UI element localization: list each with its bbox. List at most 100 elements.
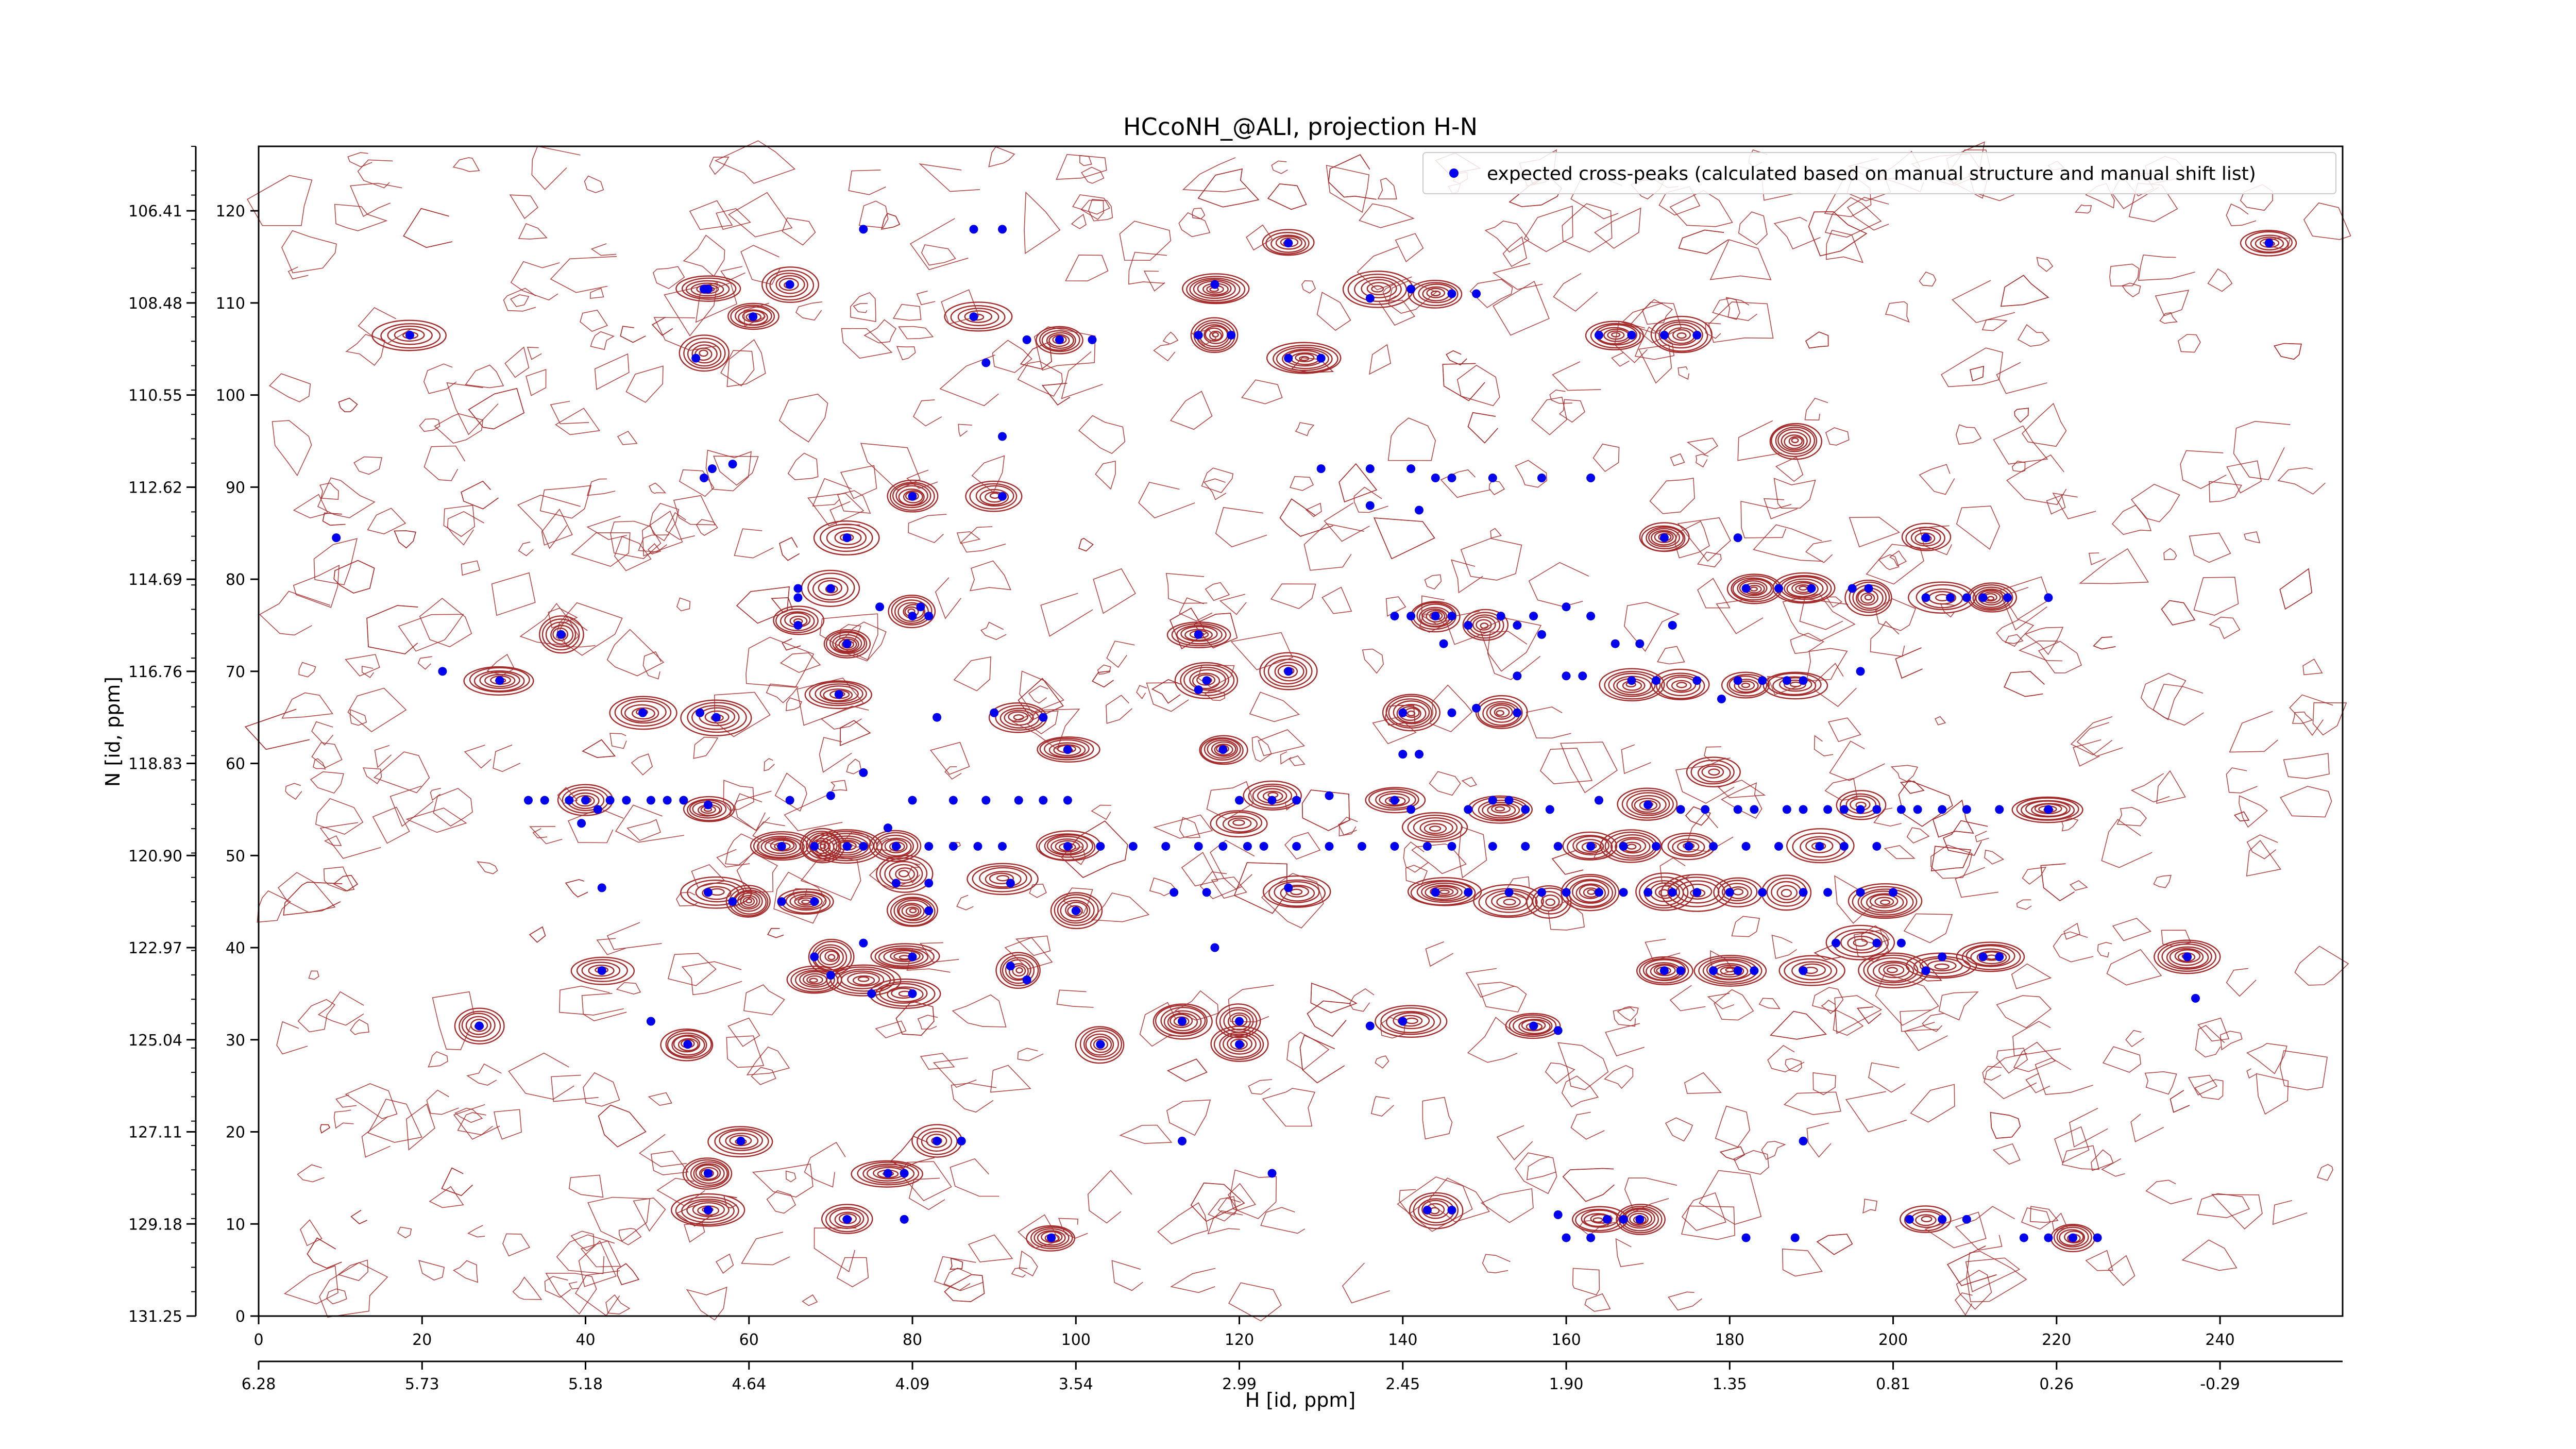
noise-contour [610, 520, 662, 559]
noise-contour [1613, 1007, 1636, 1027]
peak-contour [1495, 806, 1505, 812]
peak-contour [1413, 282, 1459, 307]
noise-contour [2116, 807, 2147, 827]
noise-contour [2052, 493, 2096, 519]
noise-contour [2108, 1255, 2136, 1286]
noise-contour [2279, 568, 2313, 610]
peak-contour [898, 870, 909, 878]
peak-contour [985, 871, 1022, 888]
peak-contour [1651, 668, 1710, 700]
cross-peak-point [859, 841, 868, 851]
peak-contour [394, 328, 425, 342]
noise-contour [586, 478, 616, 496]
peak-contour [1393, 700, 1430, 724]
cross-peak-point [1627, 330, 1636, 340]
peak-contour [1781, 431, 1808, 451]
x2-tick-label: 6.28 [242, 1375, 276, 1393]
peak-contour [1430, 886, 1459, 898]
noise-contour [2038, 641, 2082, 673]
noise-contour [247, 175, 313, 226]
peak-contour [1987, 596, 1995, 601]
cross-peak-point [924, 906, 934, 916]
noise-contour [633, 1198, 666, 1232]
noise-contour [2292, 711, 2313, 724]
peak-contour [581, 962, 621, 980]
noise-contour [531, 145, 581, 190]
cross-peak-point [1668, 888, 1677, 897]
cross-peak-point [1872, 805, 1882, 814]
cross-peak-point [1267, 1169, 1277, 1178]
noise-contour [956, 895, 974, 911]
noise-contour [1895, 647, 1923, 679]
noise-contour [1199, 871, 1242, 900]
noise-contour [283, 1265, 338, 1305]
peak-contour [2255, 237, 2284, 251]
peak-contour [1033, 1228, 1070, 1248]
peak-contour [874, 945, 935, 968]
noise-contour [1011, 1267, 1027, 1278]
peak-contour [1592, 1217, 1603, 1223]
noise-contour [934, 1256, 984, 1291]
peak-contour [1849, 581, 1890, 613]
cross-peak-point [597, 966, 606, 975]
noise-contour [802, 1294, 818, 1306]
noise-contour [580, 1240, 621, 1268]
noise-contour [625, 365, 664, 403]
noise-contour [1305, 502, 1322, 517]
peak-contour [1934, 963, 1950, 970]
cross-peak-point [973, 841, 982, 851]
noise-contour [406, 1103, 435, 1151]
peak-contour [1204, 738, 1241, 761]
x-axis: 0 20 40 60 80 100 120 140 160 180 200 220 240 [253, 1316, 2235, 1349]
noise-contour [1684, 1072, 1722, 1094]
noise-contour [1857, 1006, 1882, 1024]
noise-contour [950, 1158, 999, 1197]
x-tick-label: 20 [412, 1331, 432, 1349]
cross-peak-point [948, 796, 958, 805]
cross-peak-point [998, 492, 1007, 501]
noise-contour [1487, 631, 1541, 680]
chart-title: HCcoNH_@ALI, projection H-N [1123, 113, 1478, 141]
noise-contour [2063, 922, 2080, 940]
peak-contour [1347, 274, 1407, 305]
cross-peak-point [933, 1136, 942, 1145]
noise-contour [652, 266, 685, 290]
noise-contour [736, 586, 790, 624]
noise-contour [1095, 461, 1116, 490]
peak-contour [1160, 1007, 1206, 1035]
x-tick-label: 120 [1225, 1331, 1254, 1349]
peak-contour [1410, 880, 1476, 906]
noise-contour [1773, 216, 1821, 250]
peak-contour [1874, 897, 1894, 907]
noise-contour [555, 602, 623, 656]
noise-contour [1178, 212, 1211, 238]
cross-peak-point [1096, 841, 1105, 851]
noise-contour [1480, 1188, 1534, 1223]
noise-contour [1922, 1013, 1944, 1032]
noise-contour [1328, 154, 1377, 200]
cross-peak-point [540, 796, 549, 805]
noise-contour [726, 1035, 765, 1068]
peak-contour [995, 952, 1041, 989]
noise-contour [716, 849, 750, 868]
cross-peak-point [1864, 584, 1873, 593]
noise-contour [2283, 753, 2330, 779]
noise-contour [1072, 194, 1110, 215]
noise-contour [933, 1057, 977, 1088]
cross-peak-point [1504, 796, 1514, 805]
cross-peak-point [1521, 805, 1530, 814]
peak-contour [2157, 941, 2217, 972]
peak-contour [876, 834, 914, 858]
peak-contour [1209, 330, 1223, 341]
noise-contour [1179, 597, 1213, 621]
cross-peak-point [1447, 841, 1456, 851]
noise-contour [898, 326, 934, 340]
noise-contour [908, 514, 947, 544]
peak-contour [2161, 943, 2212, 970]
noise-contour [2046, 495, 2066, 515]
noise-contour [1526, 1156, 1556, 1181]
cross-peak-point [859, 225, 868, 234]
noise-contour [1721, 782, 1762, 819]
noise-contour [1621, 744, 1651, 774]
cross-peak-point [1856, 667, 1865, 676]
